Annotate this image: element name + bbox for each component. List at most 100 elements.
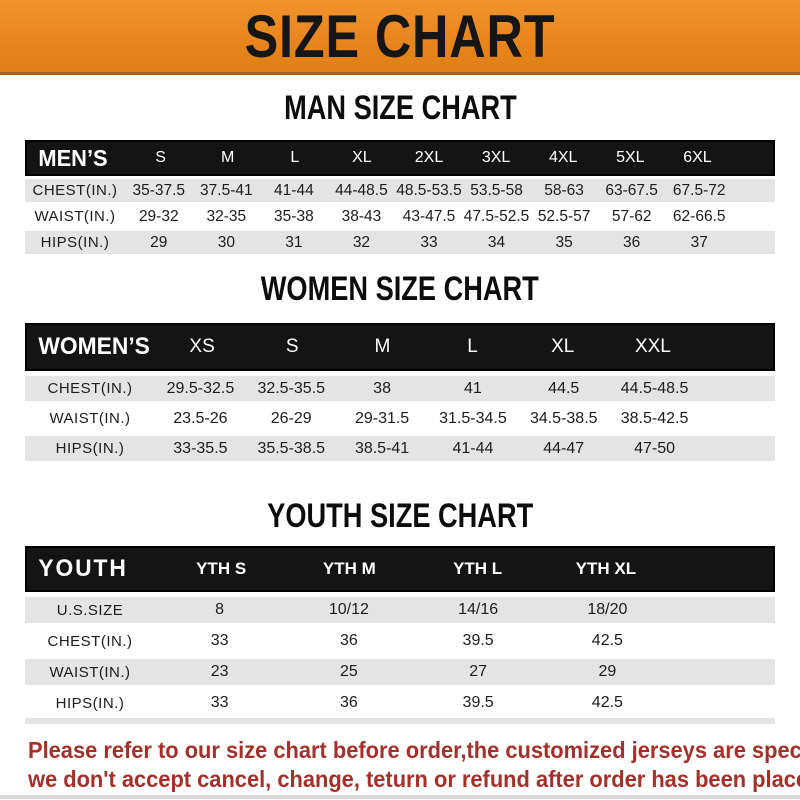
size-column-header: S [155, 149, 166, 166]
table-cell: 35-37.5 [132, 181, 186, 199]
youth-size-table: YOUTH YTH S YTH M YTH L YTH XL U.S.SIZE 8 10/12… [25, 546, 775, 716]
table-cell: 33 [420, 233, 438, 251]
table-cell: 44-47 [543, 439, 585, 457]
table-row: CHEST(IN.) 33 36 39.5 42.5 [25, 628, 775, 654]
table-cell: 57-62 [611, 207, 652, 225]
table-cell: 43-47.5 [402, 207, 456, 225]
table-cell: 62-66.5 [672, 207, 726, 225]
men-section-title: MAN SIZE CHART [0, 89, 800, 127]
table-cell: 37 [690, 233, 708, 251]
size-column-header: 6XL [683, 149, 712, 166]
size-column-header: L [467, 336, 478, 357]
table-header-row: WOMEN’S XS S M L XL XXL [25, 323, 775, 371]
table-row: CHEST(IN.) 29.5-32.5 32.5-35.5 38 41 44.5 44.5… [25, 376, 775, 401]
size-column-header: 3XL [481, 149, 511, 166]
size-column-header: XL [352, 149, 372, 166]
table-cell: 26-29 [270, 409, 312, 427]
row-label: CHEST(IN.) [47, 632, 133, 650]
youth-table-bottom-strip [25, 718, 775, 724]
size-column-header: XXL [634, 336, 671, 357]
table-cell: 67.5-72 [672, 181, 726, 199]
table-cell: 38-43 [341, 207, 382, 225]
table-cell: 29-31.5 [354, 409, 410, 427]
table-cell: 53.5-58 [470, 181, 523, 199]
size-column-header: YTH M [322, 559, 376, 578]
table-cell: 14/16 [458, 601, 499, 618]
table-cell: 38 [373, 379, 391, 397]
table-cell: 36 [623, 233, 641, 251]
table-cell: 63-67.5 [605, 181, 658, 199]
table-cell: 35.5-38.5 [257, 439, 326, 457]
row-label: HIPS(IN.) [55, 694, 125, 712]
table-row: HIPS(IN.) 29 30 31 32 33 34 35 36 37 [25, 231, 775, 254]
row-label: CHEST(IN.) [32, 182, 118, 199]
table-group-label: WOMEN’S [38, 333, 150, 360]
size-column-header: 5XL [616, 149, 645, 166]
row-label: WAIST(IN.) [34, 208, 116, 225]
table-cell: 37.5-41 [200, 181, 253, 199]
table-row: WAIST(IN.) 23 25 27 29 [25, 659, 775, 685]
table-row: WAIST(IN.) 29-32 32-35 35-38 38-43 43-47.5 47.… [25, 205, 775, 228]
table-row: U.S.SIZE 8 10/12 14/16 18/20 [25, 597, 775, 623]
size-column-header: M [221, 149, 235, 166]
table-cell: 41-44 [452, 439, 494, 457]
women-size-table: WOMEN’S XS S M L XL XXL CHEST(IN.) 29.5-32.5 32.5… [25, 323, 775, 461]
size-chart-banner: SIZE CHART [0, 0, 800, 75]
table-cell: 44.5 [548, 379, 580, 397]
table-cell: 52.5-57 [537, 207, 591, 225]
table-cell: 38.5-42.5 [620, 409, 689, 427]
table-cell: 31.5-34.5 [439, 409, 507, 427]
youth-section-title: YOUTH SIZE CHART [0, 497, 800, 535]
table-cell: 35-38 [274, 207, 314, 225]
table-group-label: YOUTH [38, 555, 128, 582]
table-cell: 27 [469, 663, 488, 680]
row-label: WAIST(IN.) [49, 410, 131, 427]
table-cell: 48.5-53.5 [396, 181, 462, 199]
table-cell: 58-63 [544, 181, 584, 199]
table-cell: 35 [555, 233, 573, 251]
table-row: HIPS(IN.) 33-35.5 35.5-38.5 38.5-41 41-44 44-… [25, 436, 775, 461]
table-cell: 30 [217, 233, 235, 251]
table-row: CHEST(IN.) 35-37.5 37.5-41 41-44 44-48.5 48.5… [25, 179, 775, 202]
table-cell: 33 [210, 694, 229, 711]
table-cell: 8 [215, 601, 225, 618]
table-cell: 47.5-52.5 [463, 207, 530, 225]
women-section-title: WOMEN SIZE CHART [0, 270, 800, 308]
table-cell: 29-32 [138, 207, 179, 225]
disclaimer-note: Please refer to our size chart before or… [28, 736, 800, 793]
table-cell: 33-35.5 [173, 439, 228, 457]
table-cell: 34.5-38.5 [529, 409, 598, 427]
size-column-header: YTH L [453, 559, 503, 578]
table-cell: 23 [210, 663, 229, 680]
table-cell: 29 [150, 233, 168, 251]
page-bottom-divider [0, 795, 800, 799]
table-cell: 38.5-41 [354, 439, 410, 457]
size-column-header: YTH XL [575, 559, 637, 578]
table-cell: 39.5 [462, 694, 494, 711]
row-label: HIPS(IN.) [55, 440, 125, 457]
row-label: HIPS(IN.) [40, 234, 110, 251]
men-size-table: MEN’S S M L XL 2XL 3XL 4XL 5XL 6XL CHEST(IN.) 35-37… [25, 140, 775, 254]
table-cell: 36 [339, 694, 358, 711]
table-cell: 44-48.5 [335, 181, 388, 199]
table-cell: 39.5 [462, 632, 494, 649]
table-cell: 42.5 [591, 632, 623, 649]
table-cell: 29.5-32.5 [166, 379, 235, 397]
table-cell: 32 [352, 233, 371, 251]
size-column-header: S [285, 336, 299, 357]
table-cell: 41-44 [274, 181, 314, 199]
banner-title: SIZE CHART [244, 2, 556, 70]
row-label: CHEST(IN.) [47, 380, 133, 397]
table-cell: 23.5-26 [173, 409, 228, 427]
table-cell: 25 [339, 663, 358, 680]
row-label: U.S.SIZE [56, 601, 124, 619]
table-cell: 47-50 [634, 439, 676, 457]
table-cell: 31 [285, 233, 303, 251]
table-header-row: MEN’S S M L XL 2XL 3XL 4XL 5XL 6XL [25, 140, 775, 176]
men-section-title-text: MAN SIZE CHART [283, 89, 517, 127]
size-column-header: L [290, 149, 300, 166]
table-cell: 18/20 [587, 601, 628, 618]
table-header-row: YOUTH YTH S YTH M YTH L YTH XL [25, 546, 775, 592]
table-cell: 41 [464, 379, 482, 397]
table-row: WAIST(IN.) 23.5-26 26-29 29-31.5 31.5-34.5 34… [25, 406, 775, 431]
